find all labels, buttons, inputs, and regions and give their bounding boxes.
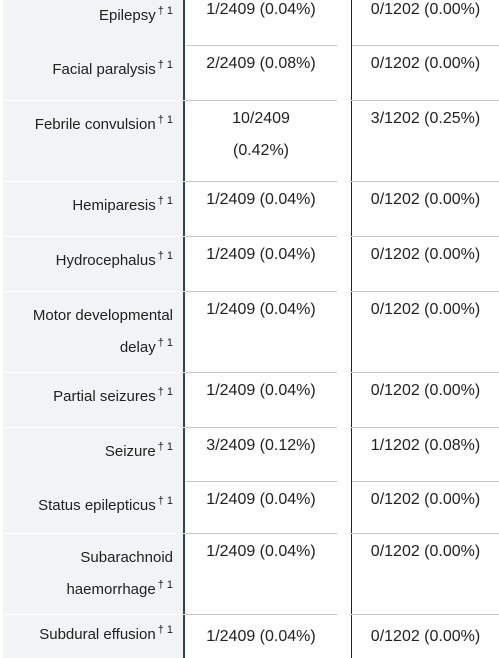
row-term-cell: Hydrocephalus † 1 xyxy=(3,237,185,291)
row-term-cell: Subdural effusion † 1 xyxy=(3,615,185,658)
table-row: Partial seizures † 1 1/2409 (0.04%) 0/120… xyxy=(0,373,499,427)
group2-value: 3/1202 (0.25%) xyxy=(370,110,481,127)
footnote-marker: † 1 xyxy=(157,337,173,349)
row-term: Hemiparesis xyxy=(72,197,156,214)
footnote-marker: † 1 xyxy=(157,386,173,398)
row-term-cell: Partial seizures † 1 xyxy=(3,373,185,427)
row-term: Hydrocephalus xyxy=(55,252,156,269)
row-term-cell: Seizure † 1 xyxy=(3,428,185,482)
group1-value: 1/2409 (0.04%) xyxy=(206,382,316,399)
row-term-line: haemorrhage xyxy=(66,581,156,598)
row-term-cell: Hemiparesis † 1 xyxy=(3,182,185,236)
row-term-cell: Subarachnoid haemorrhage † 1 xyxy=(3,534,185,614)
group2-value: 1/1202 (0.08%) xyxy=(370,437,481,454)
footnote-marker: † 1 xyxy=(157,495,173,507)
row-term: Epilepsy xyxy=(99,7,156,24)
table-row: Motor developmental delay † 1 1/2409 (0.04… xyxy=(0,292,499,372)
footnote-marker: † 1 xyxy=(157,441,173,453)
row-term: Partial seizures xyxy=(53,388,156,405)
group2-value: 0/1202 (0.00%) xyxy=(370,191,481,208)
group1-value: 1/2409 (0.04%) xyxy=(206,543,316,560)
group2-value: 0/1202 (0.00%) xyxy=(370,382,481,399)
footnote-marker: † 1 xyxy=(157,59,173,71)
table-row: Subarachnoid haemorrhage † 1 1/2409 (0.04%… xyxy=(0,534,499,614)
footnote-marker: † 1 xyxy=(157,250,173,262)
row-term: Seizure xyxy=(104,443,156,460)
group1-value: 1/2409 (0.04%) xyxy=(206,191,316,208)
group2-value: 0/1202 (0.00%) xyxy=(370,543,481,560)
footnote-marker: † 1 xyxy=(157,624,173,636)
group1-value: 1/2409 (0.04%) xyxy=(206,1,316,18)
table-row: Epilepsy † 1 1/2409 (0.04%) 0/1202 (0.00%… xyxy=(0,0,499,46)
group2-value: 0/1202 (0.00%) xyxy=(370,301,481,318)
footnote-marker: † 1 xyxy=(157,195,173,207)
group1-value: 1/2409 (0.04%) xyxy=(206,491,316,508)
group1-value-line: (0.42%) xyxy=(232,142,290,159)
group2-value: 0/1202 (0.00%) xyxy=(370,1,481,18)
group1-value: 2/2409 (0.08%) xyxy=(206,55,316,72)
group2-value: 0/1202 (0.00%) xyxy=(370,246,481,263)
group1-value: 1/2409 (0.04%) xyxy=(206,246,316,263)
row-term-cell: Facial paralysis † 1 xyxy=(3,46,185,100)
table-row: Facial paralysis † 1 2/2409 (0.08%) 0/120… xyxy=(0,46,499,100)
group1-value-line: 10/2409 xyxy=(232,110,290,127)
row-term: Febrile convulsion xyxy=(34,116,156,133)
table-left-edge xyxy=(0,0,3,658)
row-term: Facial paralysis xyxy=(52,61,156,78)
group2-value: 0/1202 (0.00%) xyxy=(370,628,481,645)
row-term-line: Subarachnoid xyxy=(80,549,173,566)
row-term-line: Motor developmental xyxy=(32,307,173,324)
row-term-cell: Epilepsy † 1 xyxy=(3,0,185,46)
group1-value: 1/2409 (0.04%) xyxy=(206,628,316,645)
row-term-cell: Febrile convulsion † 1 xyxy=(3,101,185,181)
table-row: Status epilepticus † 1 1/2409 (0.04%) 0/1… xyxy=(0,482,499,533)
table-row: Hemiparesis † 1 1/2409 (0.04%) 0/1202 (0.… xyxy=(0,182,499,236)
group2-value: 0/1202 (0.00%) xyxy=(370,491,481,508)
group1-value: 10/2409 (0.42%) xyxy=(186,101,336,181)
table-row: Hydrocephalus † 1 1/2409 (0.04%) 0/1202 (… xyxy=(0,237,499,291)
footnote-marker: † 1 xyxy=(157,579,173,591)
row-term-cell: Motor developmental delay † 1 xyxy=(3,292,185,372)
group2-value: 0/1202 (0.00%) xyxy=(370,55,481,72)
row-term: Subdural effusion xyxy=(39,626,156,643)
group1-value: 1/2409 (0.04%) xyxy=(206,301,316,318)
row-term-line: delay xyxy=(119,339,156,356)
row-term-cell: Status epilepticus † 1 xyxy=(3,482,185,533)
table-row: Febrile convulsion † 1 10/2409 (0.42%) 3/1… xyxy=(0,101,499,181)
table-row: Seizure † 1 3/2409 (0.12%) 1/1202 (0.08%) xyxy=(0,428,499,482)
group1-value: 3/2409 (0.12%) xyxy=(206,437,316,454)
footnote-marker: † 1 xyxy=(157,5,173,17)
footnote-marker: † 1 xyxy=(157,114,173,126)
row-term: Status epilepticus xyxy=(38,497,156,514)
table-row: Subdural effusion † 1 1/2409 (0.04%) 0/12… xyxy=(0,615,499,658)
